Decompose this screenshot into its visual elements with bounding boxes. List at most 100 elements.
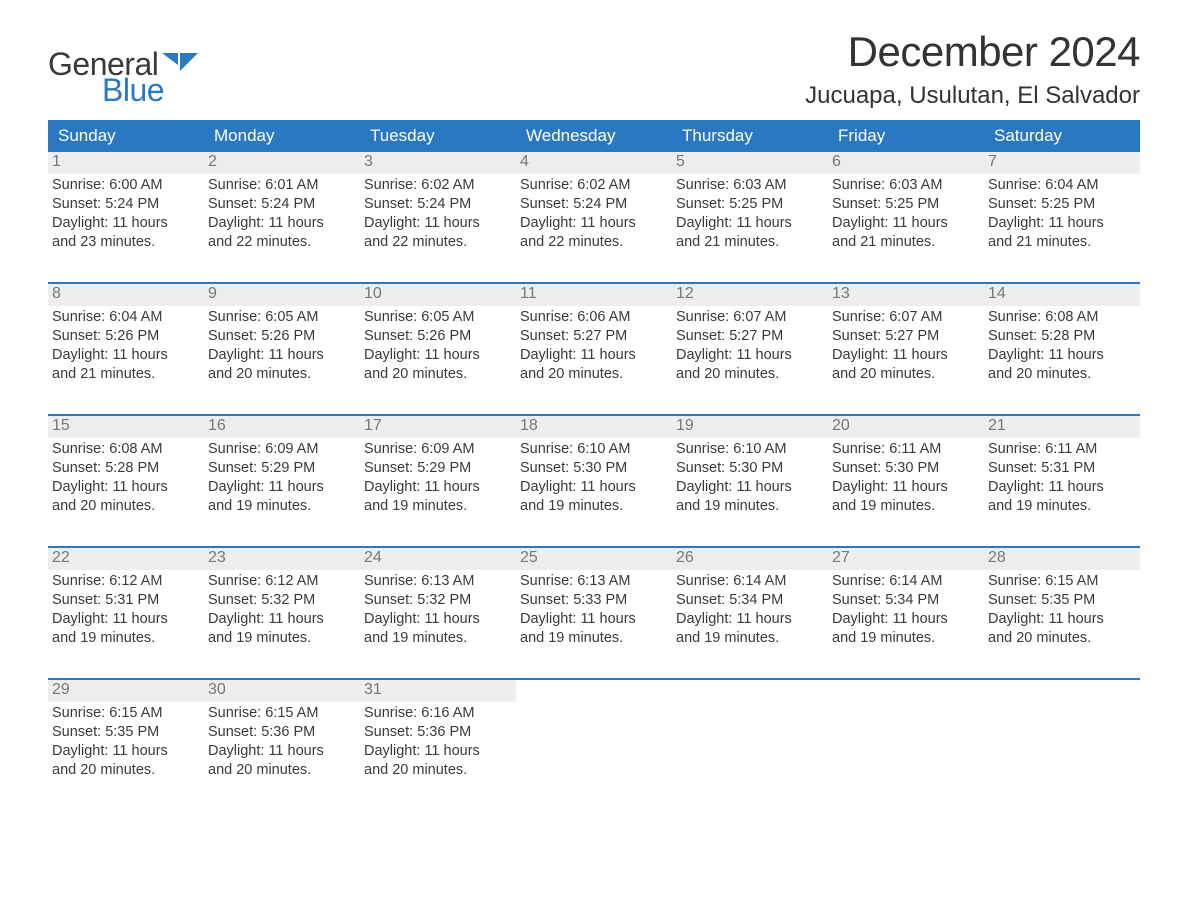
week-row: 22Sunrise: 6:12 AMSunset: 5:31 PMDayligh… — [48, 546, 1140, 666]
info-line: Sunset: 5:34 PM — [676, 591, 824, 610]
info-line: and 19 minutes. — [208, 629, 356, 648]
day-cell: 24Sunrise: 6:13 AMSunset: 5:32 PMDayligh… — [360, 548, 516, 666]
day-cell: 31Sunrise: 6:16 AMSunset: 5:36 PMDayligh… — [360, 680, 516, 798]
week-row: 1Sunrise: 6:00 AMSunset: 5:24 PMDaylight… — [48, 152, 1140, 270]
day-number: 4 — [516, 152, 672, 171]
day-cell: 4 Sunrise: 6:02 AMSunset: 5:24 PMDaylight… — [516, 152, 672, 270]
day-number — [516, 680, 672, 681]
week-row: 29 Sunrise: 6:15 AMSunset: 5:35 PMDayligh… — [48, 678, 1140, 798]
day-number: 18 — [516, 416, 672, 435]
day-cell: 1Sunrise: 6:00 AMSunset: 5:24 PMDaylight… — [48, 152, 204, 270]
info-line: Sunrise: 6:13 AM — [364, 572, 512, 591]
info-line: Sunset: 5:30 PM — [676, 459, 824, 478]
day-info: Sunrise: 6:08 AMSunset: 5:28 PMDaylight:… — [48, 438, 204, 517]
info-line: and 22 minutes. — [208, 233, 356, 252]
day-info: Sunrise: 6:13 AMSunset: 5:32 PMDaylight:… — [360, 570, 516, 649]
weekday-label: Sunday — [48, 120, 204, 152]
weekday-label: Wednesday — [516, 120, 672, 152]
info-line: Sunrise: 6:09 AM — [364, 440, 512, 459]
day-info: Sunrise: 6:04 AMSunset: 5:25 PMDaylight:… — [984, 174, 1140, 253]
info-line: Sunset: 5:26 PM — [208, 327, 356, 346]
day-number: 7 — [984, 152, 1140, 171]
info-line: Daylight: 11 hours — [208, 478, 356, 497]
day-cell: 15Sunrise: 6:08 AMSunset: 5:28 PMDayligh… — [48, 416, 204, 534]
info-line: and 19 minutes. — [208, 497, 356, 516]
weekday-label: Tuesday — [360, 120, 516, 152]
info-line: and 20 minutes. — [988, 629, 1136, 648]
info-line: Sunrise: 6:14 AM — [676, 572, 824, 591]
info-line: Daylight: 11 hours — [364, 742, 512, 761]
info-line: Sunrise: 6:09 AM — [208, 440, 356, 459]
info-line: Sunrise: 6:02 AM — [520, 176, 668, 195]
day-cell: 14Sunrise: 6:08 AMSunset: 5:28 PMDayligh… — [984, 284, 1140, 402]
info-line: Sunset: 5:25 PM — [988, 195, 1136, 214]
info-line: Sunset: 5:32 PM — [208, 591, 356, 610]
info-line: Sunset: 5:36 PM — [364, 723, 512, 742]
day-info: Sunrise: 6:02 AMSunset: 5:24 PMDaylight:… — [516, 174, 672, 253]
info-line: Sunset: 5:36 PM — [208, 723, 356, 742]
info-line: and 20 minutes. — [364, 365, 512, 384]
info-line: Daylight: 11 hours — [364, 214, 512, 233]
info-line: and 19 minutes. — [364, 629, 512, 648]
day-info: Sunrise: 6:04 AMSunset: 5:26 PMDaylight:… — [48, 306, 204, 385]
day-cell: 20Sunrise: 6:11 AMSunset: 5:30 PMDayligh… — [828, 416, 984, 534]
info-line: Sunrise: 6:03 AM — [832, 176, 980, 195]
info-line: and 20 minutes. — [676, 365, 824, 384]
info-line: Sunset: 5:29 PM — [364, 459, 512, 478]
info-line: Sunrise: 6:15 AM — [988, 572, 1136, 591]
day-cell: 21Sunrise: 6:11 AMSunset: 5:31 PMDayligh… — [984, 416, 1140, 534]
info-line: Daylight: 11 hours — [676, 610, 824, 629]
day-info: Sunrise: 6:05 AMSunset: 5:26 PMDaylight:… — [360, 306, 516, 385]
day-info: Sunrise: 6:05 AMSunset: 5:26 PMDaylight:… — [204, 306, 360, 385]
day-info: Sunrise: 6:15 AMSunset: 5:35 PMDaylight:… — [984, 570, 1140, 649]
info-line: and 19 minutes. — [52, 629, 200, 648]
info-line: Daylight: 11 hours — [52, 610, 200, 629]
info-line: Daylight: 11 hours — [208, 214, 356, 233]
day-cell: 23Sunrise: 6:12 AMSunset: 5:32 PMDayligh… — [204, 548, 360, 666]
day-number: 19 — [672, 416, 828, 435]
day-info: Sunrise: 6:15 AMSunset: 5:36 PMDaylight:… — [204, 702, 360, 781]
day-cell: 11Sunrise: 6:06 AMSunset: 5:27 PMDayligh… — [516, 284, 672, 402]
location-subtitle: Jucuapa, Usulutan, El Salvador — [805, 82, 1140, 110]
info-line: Daylight: 11 hours — [364, 346, 512, 365]
day-cell: 19Sunrise: 6:10 AMSunset: 5:30 PMDayligh… — [672, 416, 828, 534]
info-line: Sunrise: 6:02 AM — [364, 176, 512, 195]
day-cell: 27 Sunrise: 6:14 AMSunset: 5:34 PMDayligh… — [828, 548, 984, 666]
day-info: Sunrise: 6:11 AMSunset: 5:31 PMDaylight:… — [984, 438, 1140, 517]
day-number — [828, 680, 984, 681]
info-line: Sunrise: 6:15 AM — [52, 704, 200, 723]
info-line: Daylight: 11 hours — [988, 346, 1136, 365]
info-line: Sunrise: 6:07 AM — [832, 308, 980, 327]
day-info: Sunrise: 6:15 AMSunset: 5:35 PMDaylight:… — [48, 702, 204, 781]
month-title: December 2024 — [805, 28, 1140, 76]
info-line: and 20 minutes. — [52, 761, 200, 780]
day-number: 1 — [48, 152, 204, 171]
day-info: Sunrise: 6:08 AMSunset: 5:28 PMDaylight:… — [984, 306, 1140, 385]
info-line: Sunset: 5:24 PM — [208, 195, 356, 214]
info-line: Daylight: 11 hours — [364, 478, 512, 497]
info-line: and 22 minutes. — [364, 233, 512, 252]
info-line: and 19 minutes. — [520, 497, 668, 516]
calendar: Sunday Monday Tuesday Wednesday Thursday… — [48, 120, 1140, 798]
day-info: Sunrise: 6:03 AMSunset: 5:25 PMDaylight:… — [672, 174, 828, 253]
info-line: Daylight: 11 hours — [676, 478, 824, 497]
day-number: 30 — [204, 680, 360, 699]
info-line: and 19 minutes. — [988, 497, 1136, 516]
info-line: and 20 minutes. — [520, 365, 668, 384]
info-line: Daylight: 11 hours — [988, 214, 1136, 233]
weekday-label: Saturday — [984, 120, 1140, 152]
info-line: Daylight: 11 hours — [208, 346, 356, 365]
week-row: 15Sunrise: 6:08 AMSunset: 5:28 PMDayligh… — [48, 414, 1140, 534]
day-number: 29 — [48, 680, 204, 699]
info-line: Sunrise: 6:12 AM — [52, 572, 200, 591]
day-number: 27 — [828, 548, 984, 567]
day-cell: 12Sunrise: 6:07 AMSunset: 5:27 PMDayligh… — [672, 284, 828, 402]
info-line: Daylight: 11 hours — [520, 478, 668, 497]
info-line: Sunrise: 6:05 AM — [364, 308, 512, 327]
day-info: Sunrise: 6:14 AMSunset: 5:34 PMDaylight:… — [828, 570, 984, 649]
day-cell: 26Sunrise: 6:14 AMSunset: 5:34 PMDayligh… — [672, 548, 828, 666]
info-line: Sunset: 5:29 PM — [208, 459, 356, 478]
info-line: and 20 minutes. — [364, 761, 512, 780]
day-cell — [672, 680, 828, 798]
info-line: Sunset: 5:25 PM — [832, 195, 980, 214]
